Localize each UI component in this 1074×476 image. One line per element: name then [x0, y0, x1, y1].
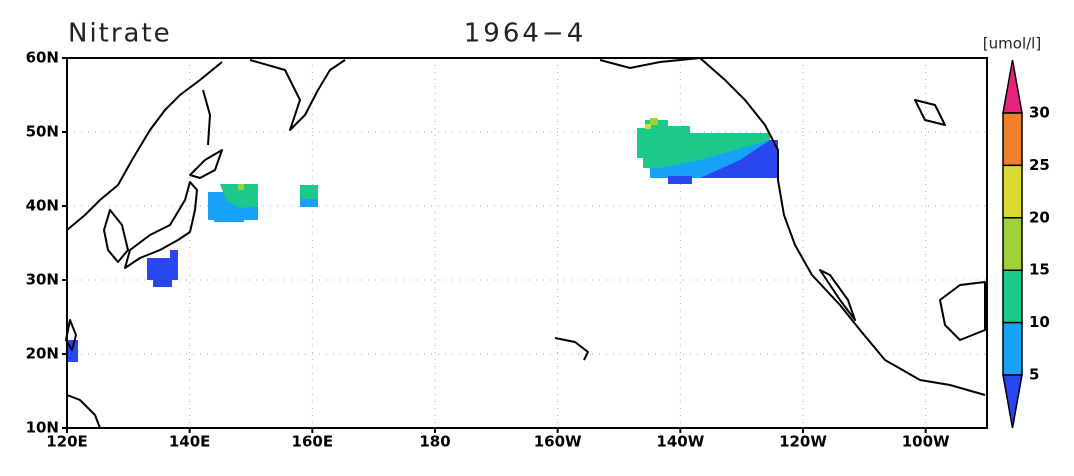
- patch: [300, 185, 318, 200]
- colorbar-segment: [1002, 374, 1023, 429]
- colorbar-label: 30: [1029, 104, 1050, 122]
- patch: [637, 120, 770, 168]
- lon-label: 140W: [656, 433, 704, 451]
- lat-label: 50N: [26, 123, 59, 141]
- colorbar-segment: [1002, 269, 1023, 324]
- colorbar-segment: [1002, 164, 1023, 219]
- colorbar-segment: [1002, 321, 1023, 376]
- coast-island: [914, 99, 946, 126]
- lon-label: 180: [419, 433, 450, 451]
- coast-hawaii: [554, 337, 589, 361]
- coastlines: [65, 57, 986, 429]
- unit: [umol/l]: [983, 35, 1041, 53]
- lon-label: 100W: [902, 433, 950, 451]
- coast-kamchatka: [249, 59, 346, 131]
- coast-korea: [103, 209, 129, 263]
- colorbar-label: 15: [1029, 261, 1050, 279]
- coast-asia: [66, 61, 223, 231]
- lat-label: 20N: [26, 345, 59, 363]
- colorbar: 30 25 20 15 10 5: [1002, 59, 1050, 429]
- lon-label: 120E: [46, 433, 88, 451]
- lon-label: 160W: [534, 433, 582, 451]
- subtitle: 1964−4: [464, 19, 587, 49]
- colorbar-label: 20: [1029, 208, 1050, 226]
- lon-label: 160E: [292, 433, 334, 451]
- grid: [66, 57, 987, 429]
- patch: [214, 214, 244, 222]
- patch: [220, 184, 258, 208]
- lat-label: 10N: [26, 419, 59, 437]
- patch: [650, 118, 658, 125]
- colorbar-label: 5: [1029, 366, 1039, 384]
- colorbar-label: 10: [1029, 313, 1050, 331]
- patch: [147, 250, 178, 287]
- lat-label: 30N: [26, 271, 59, 289]
- colorbar-segment: [1002, 217, 1023, 271]
- coast-gulf: [939, 281, 986, 341]
- coast-baja: [819, 269, 856, 321]
- colorbar-label: 25: [1029, 156, 1050, 174]
- lon-label: 120W: [779, 433, 827, 451]
- lon-label: 140E: [169, 433, 211, 451]
- coast-hokkaido: [189, 149, 223, 179]
- plot-frame: [66, 57, 988, 429]
- coast-japan: [124, 181, 198, 269]
- patch: [645, 124, 651, 129]
- coast-americas: [599, 57, 986, 396]
- data-patches: [67, 118, 778, 362]
- patch: [700, 140, 778, 178]
- patch: [668, 176, 692, 184]
- coast-philippines: [66, 394, 101, 429]
- colorbar-segment: [1002, 59, 1023, 114]
- coast-sakhalin: [202, 89, 211, 146]
- colorbar-segment: [1002, 112, 1023, 167]
- patch: [238, 184, 244, 190]
- patch: [300, 199, 318, 207]
- lat-label: 40N: [26, 197, 59, 215]
- patch: [67, 340, 78, 362]
- title: Nitrate: [68, 19, 172, 49]
- lat-label: 60N: [26, 49, 59, 67]
